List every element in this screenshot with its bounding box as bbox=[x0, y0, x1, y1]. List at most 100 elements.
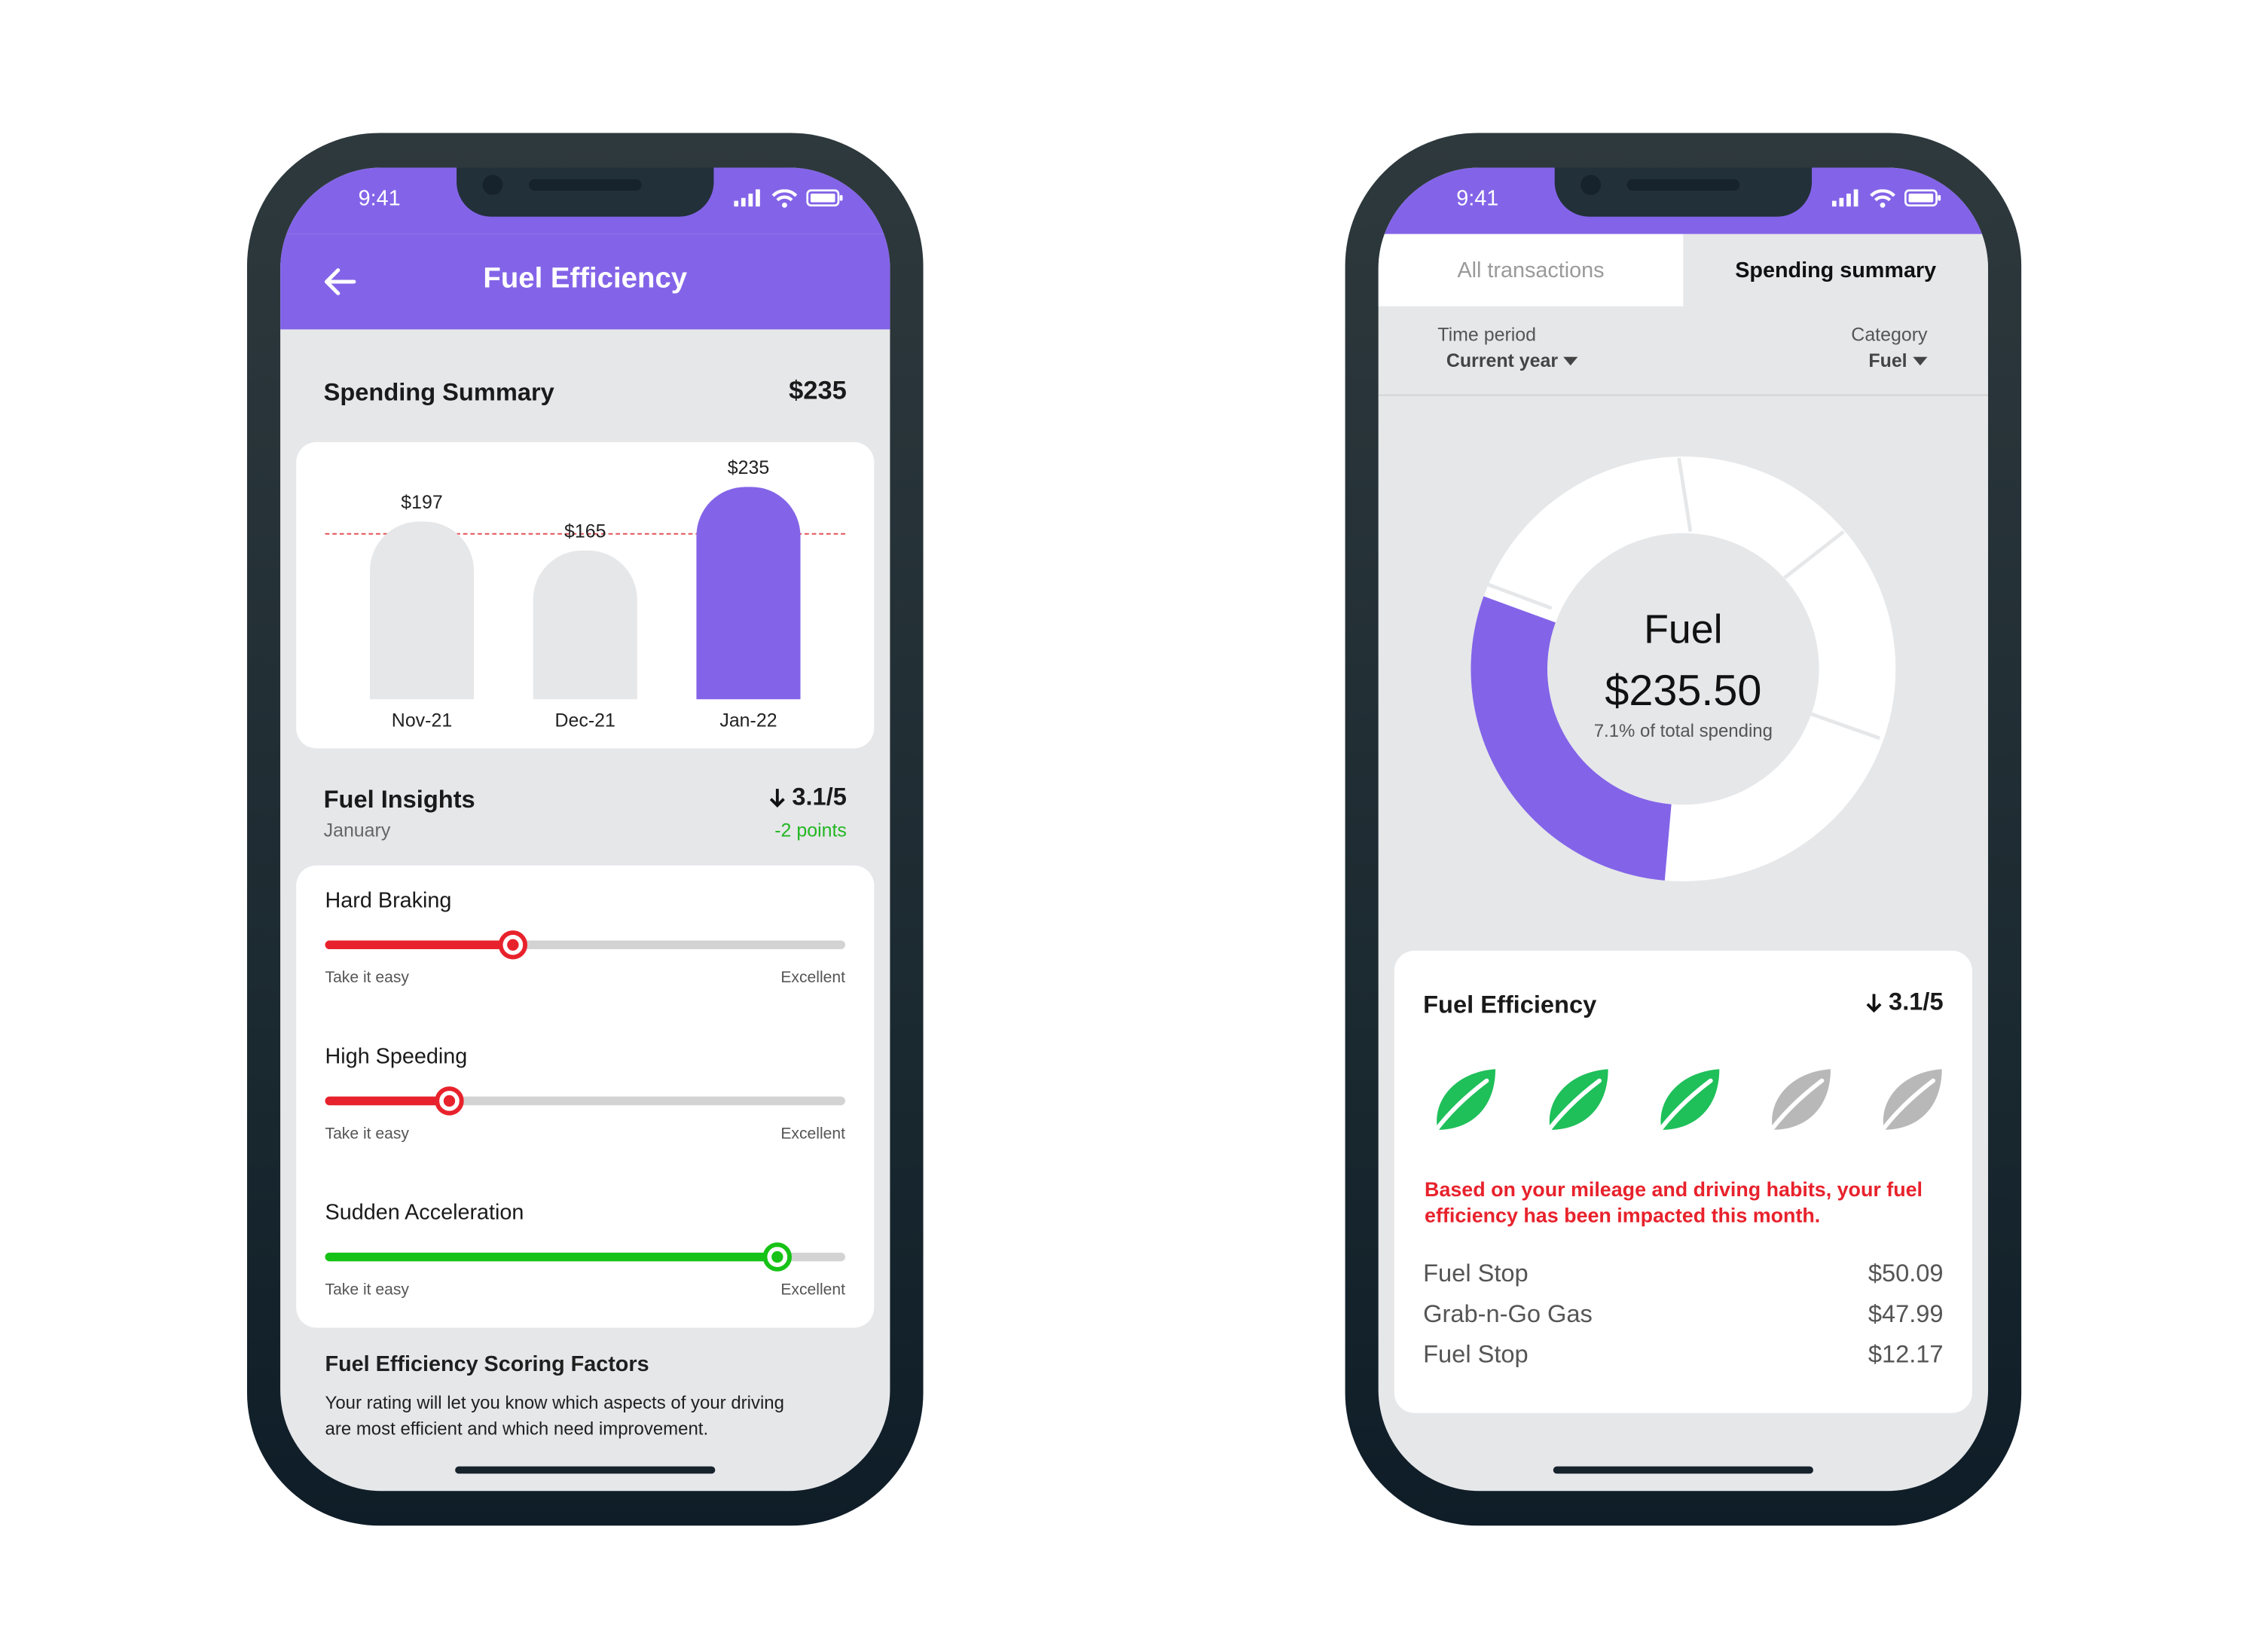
insights-score: 3.1/5 bbox=[769, 783, 847, 812]
transaction-amount: $50.09 bbox=[1868, 1260, 1944, 1287]
insights-month: January bbox=[323, 819, 391, 841]
category-donut-chart[interactable] bbox=[1459, 445, 1907, 893]
filter-bar: Time period Current year Category Fuel bbox=[1378, 307, 1989, 396]
bar-category-label: Nov-21 bbox=[391, 709, 453, 731]
scoring-factors-description: Your rating will let you know which aspe… bbox=[325, 1390, 784, 1442]
transaction-amount: $47.99 bbox=[1868, 1300, 1944, 1328]
caret-down-icon bbox=[1563, 356, 1578, 365]
slider-label: Hard Braking bbox=[325, 888, 452, 914]
slider-handle[interactable] bbox=[497, 930, 527, 960]
donut-segment-fuel[interactable] bbox=[1471, 596, 1672, 881]
scoring-line-2: are most efficient and which need improv… bbox=[325, 1418, 709, 1440]
transaction-row[interactable]: Grab-n-Go Gas $47.99 bbox=[1423, 1300, 1943, 1329]
leaf-icon bbox=[1429, 1069, 1496, 1138]
transaction-merchant: Fuel Stop bbox=[1423, 1260, 1529, 1287]
app-header: Fuel Efficiency bbox=[280, 234, 890, 330]
bar-nov-21[interactable] bbox=[369, 521, 475, 700]
efficiency-score-value: 3.1/5 bbox=[1889, 988, 1944, 1016]
notch bbox=[457, 167, 714, 217]
caret-down-icon bbox=[1913, 356, 1928, 365]
time-period-label: Time period bbox=[1437, 323, 1537, 346]
slider-fill bbox=[325, 1096, 450, 1106]
screen-left: 9:41 Fuel Efficiency Spending Summary $2… bbox=[280, 167, 890, 1492]
slider-handle[interactable] bbox=[435, 1086, 465, 1116]
signal-icon bbox=[734, 189, 760, 207]
insights-change: -2 points bbox=[774, 819, 847, 841]
phone-right: 9:41 All transactions Spending summary T… bbox=[1345, 133, 2022, 1526]
donut-dividers bbox=[1477, 457, 1880, 740]
donut-category: Fuel bbox=[1644, 606, 1723, 652]
slider-max-label: Excellent bbox=[780, 1281, 845, 1299]
fuel-insights-title: Fuel Insights bbox=[323, 786, 475, 814]
scoring-factors-title: Fuel Efficiency Scoring Factors bbox=[325, 1352, 649, 1377]
slider-scale: Take it easy Excellent bbox=[325, 1125, 845, 1143]
transaction-merchant: Grab-n-Go Gas bbox=[1423, 1300, 1593, 1328]
slider-fill bbox=[325, 940, 513, 950]
arrow-down-icon bbox=[770, 789, 786, 808]
status-time: 9:41 bbox=[1456, 186, 1499, 212]
slider-track[interactable] bbox=[325, 1086, 845, 1116]
home-indicator bbox=[1553, 1466, 1813, 1474]
slider-track[interactable] bbox=[325, 1242, 845, 1272]
slider-label: High Speeding bbox=[325, 1044, 468, 1070]
transaction-row[interactable]: Fuel Stop $12.17 bbox=[1423, 1341, 1943, 1370]
status-icons bbox=[734, 188, 844, 208]
spending-chart: $197 Nov-21 $165 Dec-21 $235 Jan-22 bbox=[296, 441, 875, 749]
efficiency-score: 3.1/5 bbox=[1865, 988, 1944, 1017]
bar-jan-22[interactable] bbox=[696, 487, 801, 700]
battery-icon bbox=[1904, 189, 1941, 207]
slider-min-label: Take it easy bbox=[325, 1281, 409, 1299]
bar-value-label: $235 bbox=[727, 457, 770, 478]
tab-all-transactions[interactable]: All transactions bbox=[1378, 234, 1684, 307]
tab-spending-summary[interactable]: Spending summary bbox=[1683, 234, 1989, 307]
slider-label: Sudden Acceleration bbox=[325, 1200, 524, 1226]
category-label: Category bbox=[1851, 323, 1928, 346]
leaf-icon bbox=[1654, 1069, 1720, 1138]
time-period-dropdown[interactable]: Current year bbox=[1446, 350, 1578, 371]
phone-left: 9:41 Fuel Efficiency Spending Summary $2… bbox=[246, 133, 924, 1526]
transaction-amount: $12.17 bbox=[1868, 1340, 1944, 1369]
donut-share-text: 7.1% of total spending bbox=[1593, 721, 1773, 741]
back-arrow-icon[interactable] bbox=[315, 257, 364, 306]
leaf-icon bbox=[1764, 1069, 1831, 1138]
efficiency-message: Based on your mileage and driving habits… bbox=[1425, 1177, 1923, 1227]
slider-handle[interactable] bbox=[763, 1242, 793, 1272]
donut-amount: $235.50 bbox=[1605, 667, 1762, 716]
category-filter: Category Fuel bbox=[1851, 323, 1928, 371]
category-value: Fuel bbox=[1868, 350, 1907, 371]
slider-fill bbox=[325, 1252, 778, 1262]
insights-score-value: 3.1/5 bbox=[792, 783, 847, 811]
slider-track[interactable] bbox=[325, 930, 845, 960]
home-indicator bbox=[455, 1466, 716, 1474]
wifi-icon bbox=[1870, 188, 1895, 207]
battery-icon bbox=[806, 189, 843, 207]
leaf-icon bbox=[1542, 1069, 1608, 1138]
screen-right: 9:41 All transactions Spending summary T… bbox=[1378, 167, 1989, 1492]
category-dropdown[interactable]: Fuel bbox=[1851, 350, 1928, 371]
slider-max-label: Excellent bbox=[780, 969, 845, 987]
scoring-line-1: Your rating will let you know which aspe… bbox=[325, 1392, 784, 1413]
notch bbox=[1554, 167, 1813, 217]
transaction-merchant: Fuel Stop bbox=[1423, 1340, 1529, 1369]
slider-min-label: Take it easy bbox=[325, 969, 409, 987]
page-title: Fuel Efficiency bbox=[483, 263, 688, 295]
slider-scale: Take it easy Excellent bbox=[325, 1281, 845, 1299]
leaf-icon bbox=[1876, 1069, 1942, 1138]
bar-value-label: $197 bbox=[401, 491, 443, 513]
status-time: 9:41 bbox=[358, 186, 401, 212]
time-period-value: Current year bbox=[1446, 350, 1559, 371]
spending-summary-total: $235 bbox=[789, 375, 847, 405]
slider-scale: Take it easy Excellent bbox=[325, 970, 845, 987]
donut-hole bbox=[1547, 533, 1819, 805]
bar-category-label: Jan-22 bbox=[719, 709, 777, 731]
slider-min-label: Take it easy bbox=[325, 1125, 409, 1144]
signal-icon bbox=[1831, 189, 1858, 207]
tab-bar: All transactions Spending summary bbox=[1378, 234, 1989, 307]
bar-dec-21[interactable] bbox=[533, 550, 637, 700]
arrow-down-icon bbox=[1866, 994, 1882, 1013]
time-period-filter: Time period Current year bbox=[1437, 324, 1578, 371]
spending-summary-title: Spending Summary bbox=[323, 378, 554, 406]
transaction-row[interactable]: Fuel Stop $50.09 bbox=[1423, 1260, 1943, 1288]
bar-category-label: Dec-21 bbox=[554, 709, 615, 731]
average-line bbox=[325, 533, 845, 535]
